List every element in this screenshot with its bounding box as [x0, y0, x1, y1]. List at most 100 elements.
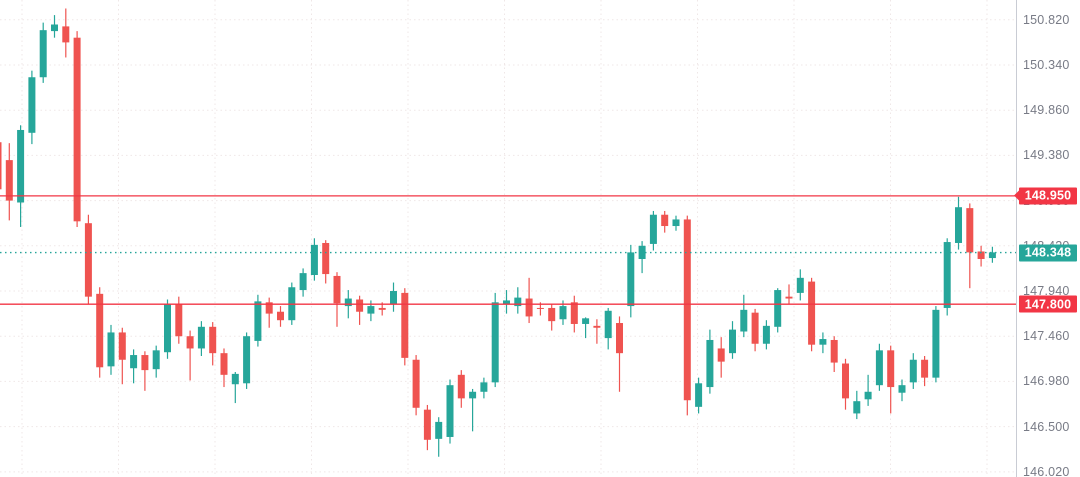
- candle-down: [921, 355, 929, 387]
- candle-up: [955, 196, 962, 250]
- candle-body: [921, 359, 929, 378]
- candle-body: [84, 223, 92, 297]
- candle-up: [435, 417, 443, 457]
- candle-up: [582, 317, 590, 339]
- candle-up: [875, 343, 883, 391]
- candle-up: [231, 371, 239, 404]
- axis-tick: 146.980: [1023, 374, 1070, 389]
- candle-body: [875, 350, 883, 386]
- candle-body: [344, 298, 352, 307]
- candle-body: [977, 251, 985, 259]
- candle-body: [17, 129, 25, 203]
- candle-up: [299, 268, 307, 297]
- candle-up: [197, 321, 205, 356]
- candle-down: [62, 8, 70, 58]
- candle-down: [277, 306, 284, 327]
- candle-body: [390, 291, 397, 305]
- candlestick-pane[interactable]: [0, 0, 1016, 477]
- candle-down: [808, 277, 816, 352]
- candle-body: [491, 302, 499, 383]
- price-level-badge: 147.800: [1019, 295, 1077, 313]
- candle-up: [695, 377, 703, 414]
- candle-up: [254, 294, 262, 347]
- candle-up: [310, 238, 318, 281]
- candle-body: [130, 355, 138, 369]
- candle-body: [5, 160, 13, 201]
- candle-body: [943, 242, 951, 308]
- candle-body: [356, 299, 364, 312]
- candle-down: [265, 297, 273, 328]
- candle-down: [73, 31, 81, 227]
- candle-body: [695, 383, 703, 407]
- candle-down: [616, 316, 623, 392]
- candle-down: [322, 240, 330, 284]
- candle-up: [446, 379, 454, 444]
- last-price-label: 148.348: [1024, 245, 1072, 260]
- candle-up: [729, 321, 736, 359]
- candle-body: [932, 309, 940, 378]
- axis-tick: 149.860: [1023, 103, 1070, 118]
- candle-body: [796, 277, 804, 293]
- candle-body: [0, 142, 2, 190]
- candle-down: [457, 370, 465, 408]
- candle-body: [887, 350, 895, 388]
- candle-body: [231, 373, 239, 385]
- candle-up: [638, 241, 646, 274]
- candle-up: [988, 246, 996, 263]
- candle-up: [480, 377, 488, 399]
- candle-up: [943, 238, 951, 316]
- candle-body: [299, 273, 307, 291]
- candle-up: [51, 15, 58, 38]
- candle-up: [819, 332, 827, 354]
- candle-body: [853, 401, 861, 414]
- price-level-badge: 148.950: [1014, 187, 1077, 205]
- candle-down: [966, 203, 974, 289]
- candles-canvas[interactable]: [0, 0, 1016, 477]
- candle-up: [706, 329, 714, 394]
- candle-body: [401, 292, 409, 358]
- candle-body: [842, 363, 849, 399]
- candle-down: [785, 284, 793, 305]
- candle-body: [378, 307, 386, 310]
- candle-up: [17, 125, 25, 227]
- candle-up: [604, 307, 612, 350]
- candle-body: [435, 421, 443, 439]
- candle-body: [446, 385, 454, 437]
- candle-body: [762, 325, 770, 344]
- axis-tick: 147.460: [1023, 329, 1070, 344]
- candle-up: [130, 349, 138, 384]
- candle-body: [277, 311, 284, 321]
- candle-body: [988, 252, 996, 259]
- candle-body: [672, 219, 680, 227]
- candle-up: [514, 287, 522, 314]
- candle-up: [107, 324, 115, 375]
- candle-body: [706, 339, 714, 388]
- candle-body: [186, 336, 194, 349]
- candle-body: [412, 359, 420, 408]
- candle-body: [322, 242, 330, 275]
- candle-down: [5, 143, 13, 221]
- candle-body: [96, 293, 104, 368]
- candle-down: [356, 295, 364, 325]
- price-level-label: 147.800: [1024, 297, 1072, 312]
- candle-down: [220, 348, 228, 388]
- candle-up: [864, 374, 872, 406]
- axis-tick: 146.500: [1023, 419, 1070, 434]
- price-level-label: 148.950: [1024, 188, 1072, 203]
- candle-down: [401, 288, 409, 366]
- candle-body: [661, 214, 669, 227]
- candle-up: [503, 290, 510, 314]
- candle-down: [977, 245, 985, 267]
- price-axis[interactable]: 150.820 150.340 149.860 149.380 148.900 …: [1014, 0, 1080, 477]
- candle-down: [570, 295, 578, 333]
- candle-down: [842, 358, 849, 410]
- candle-down: [593, 319, 601, 344]
- candle-down: [548, 304, 556, 331]
- candle-body: [164, 304, 171, 353]
- candle-body: [220, 353, 228, 375]
- candle-body: [638, 245, 646, 259]
- candle-body: [62, 26, 70, 43]
- candle-body: [830, 339, 838, 363]
- axis-tick: 147.940: [1023, 284, 1070, 298]
- candle-body: [39, 30, 47, 78]
